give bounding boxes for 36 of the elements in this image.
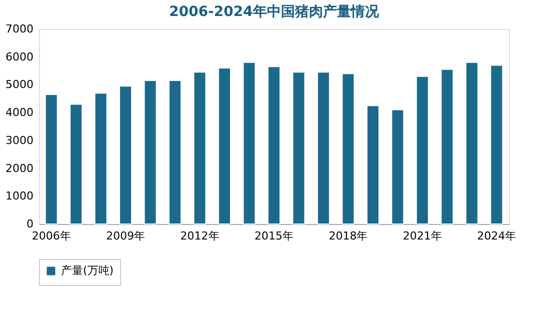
x-tick-label: 2009年	[106, 230, 146, 242]
bar	[292, 72, 306, 224]
bar	[119, 86, 132, 224]
bar	[144, 80, 157, 224]
bar	[70, 104, 83, 224]
y-tick-label: 0	[26, 218, 34, 230]
y-tick-label: 3000	[6, 134, 34, 147]
y-tick-label: 7000	[6, 22, 34, 36]
y-tick-label: 1000	[6, 190, 34, 203]
legend-label: 产量(万吨)	[61, 264, 114, 277]
bar	[168, 80, 182, 224]
y-tick-label: 4000	[6, 106, 34, 120]
x-tick-label: 2012年	[180, 230, 220, 242]
y-tick-label: 5000	[6, 78, 34, 92]
bar	[465, 62, 478, 224]
bar	[268, 66, 280, 224]
bar	[193, 72, 206, 224]
bar	[342, 73, 355, 224]
x-tick-label: 2021年	[402, 230, 442, 242]
bar	[391, 109, 404, 224]
bar	[366, 105, 380, 224]
y-tick-label: 6000	[6, 50, 34, 64]
bar	[440, 68, 454, 224]
bar	[44, 94, 58, 224]
bar	[218, 68, 232, 224]
bar	[316, 72, 330, 224]
chart-title: 2006-2024年中国猪肉产量情况	[169, 3, 380, 20]
x-tick-label: 2018年	[328, 230, 368, 242]
bar	[242, 62, 256, 224]
bar	[94, 92, 108, 224]
x-tick-label: 2006年	[32, 230, 71, 242]
bar	[490, 64, 504, 224]
y-tick-label: 2000	[6, 162, 34, 175]
x-tick-label: 2024年	[477, 230, 516, 242]
bar	[416, 76, 429, 224]
x-tick-label: 2015年	[254, 230, 294, 242]
